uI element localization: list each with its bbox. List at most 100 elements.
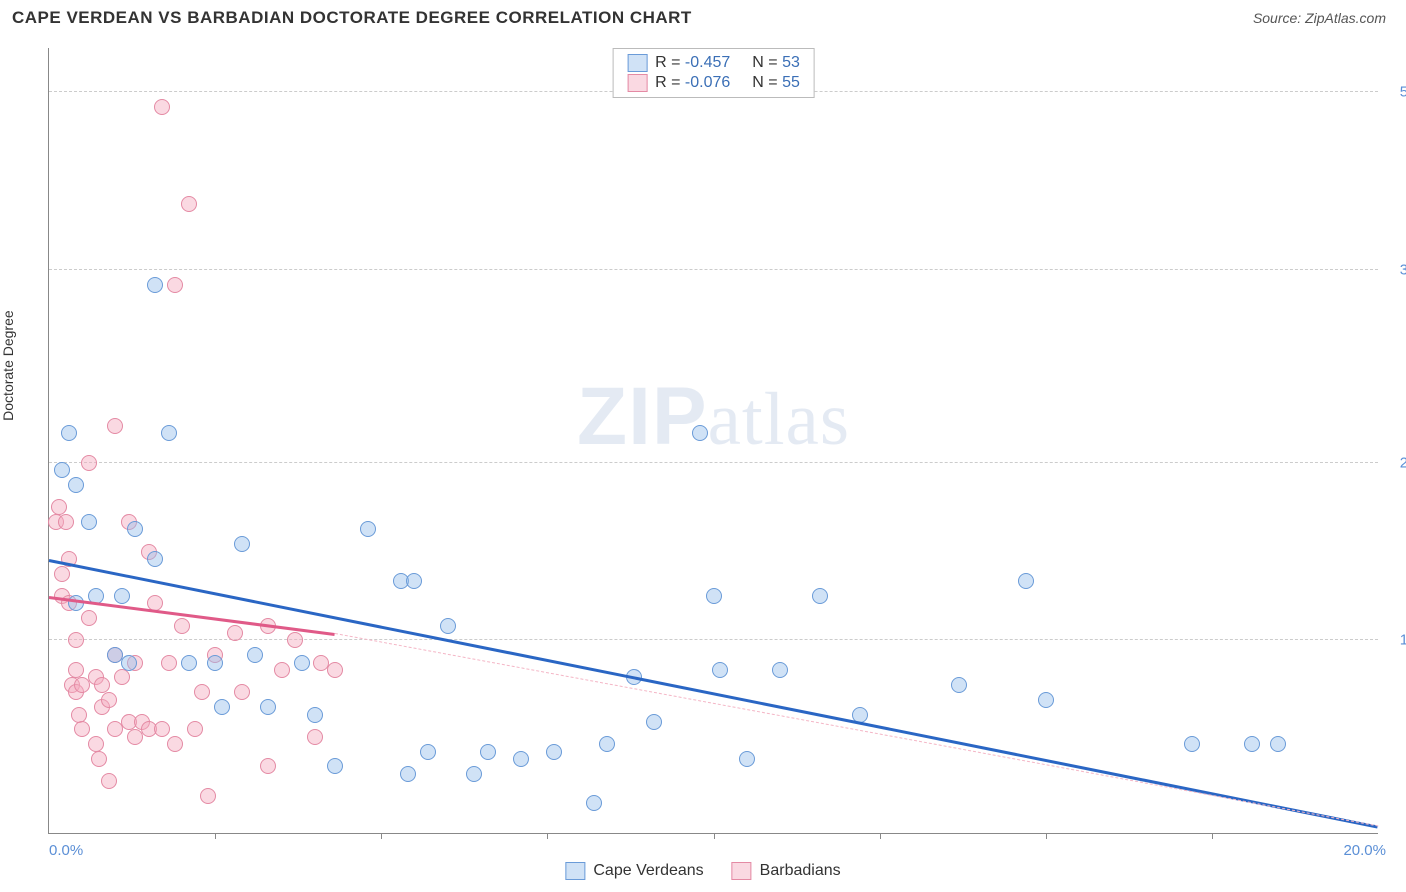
x-tick-mark	[1046, 833, 1047, 839]
chart-plot-area: ZIPatlas 5.0%3.8%2.5%1.3%0.0%20.0%R = -0…	[48, 48, 1378, 834]
trend-line-dashed	[335, 633, 1378, 827]
data-point	[227, 625, 243, 641]
data-point	[260, 758, 276, 774]
data-point	[360, 521, 376, 537]
data-point	[121, 655, 137, 671]
data-point	[71, 707, 87, 723]
data-point	[114, 669, 130, 685]
data-point	[114, 588, 130, 604]
data-point	[739, 751, 755, 767]
data-point	[81, 514, 97, 530]
data-point	[88, 736, 104, 752]
data-point	[646, 714, 662, 730]
data-point	[68, 477, 84, 493]
legend-n: N = 55	[752, 74, 800, 92]
data-point	[307, 729, 323, 745]
legend-swatch	[627, 54, 647, 72]
grid-line	[49, 462, 1378, 463]
data-point	[187, 721, 203, 737]
y-tick-label: 2.5%	[1386, 454, 1406, 471]
data-point	[147, 277, 163, 293]
data-point	[287, 632, 303, 648]
data-point	[101, 773, 117, 789]
data-point	[91, 751, 107, 767]
legend-bottom-item: Barbadians	[732, 862, 841, 880]
data-point	[54, 462, 70, 478]
data-point	[234, 684, 250, 700]
data-point	[174, 618, 190, 634]
data-point	[1244, 736, 1260, 752]
data-point	[466, 766, 482, 782]
legend-swatch	[627, 74, 647, 92]
x-min-label: 0.0%	[49, 842, 83, 859]
data-point	[127, 521, 143, 537]
x-max-label: 20.0%	[1343, 842, 1386, 859]
data-point	[207, 655, 223, 671]
data-point	[161, 655, 177, 671]
data-point	[1184, 736, 1200, 752]
legend-bottom-item: Cape Verdeans	[565, 862, 703, 880]
data-point	[68, 662, 84, 678]
legend-label: Cape Verdeans	[593, 862, 703, 880]
data-point	[480, 744, 496, 760]
data-point	[1038, 692, 1054, 708]
data-point	[194, 684, 210, 700]
data-point	[51, 499, 67, 515]
data-point	[420, 744, 436, 760]
legend-r: R = -0.076	[655, 74, 730, 92]
x-tick-mark	[547, 833, 548, 839]
legend-row: R = -0.457 N = 53	[627, 53, 800, 73]
legend-top: R = -0.457 N = 53 R = -0.076 N = 55	[612, 48, 815, 98]
data-point	[181, 196, 197, 212]
legend-swatch	[565, 862, 585, 880]
data-point	[161, 425, 177, 441]
data-point	[154, 721, 170, 737]
y-tick-label: 5.0%	[1386, 84, 1406, 101]
data-point	[586, 795, 602, 811]
data-point	[107, 418, 123, 434]
data-point	[154, 99, 170, 115]
data-point	[94, 677, 110, 693]
legend-swatch	[732, 862, 752, 880]
data-point	[247, 647, 263, 663]
data-point	[274, 662, 290, 678]
watermark: ZIPatlas	[577, 370, 850, 464]
legend-label: Barbadians	[760, 862, 841, 880]
data-point	[68, 632, 84, 648]
data-point	[147, 551, 163, 567]
data-point	[951, 677, 967, 693]
legend-n: N = 53	[752, 54, 800, 72]
legend-r: R = -0.457	[655, 54, 730, 72]
data-point	[1270, 736, 1286, 752]
data-point	[440, 618, 456, 634]
x-tick-mark	[215, 833, 216, 839]
x-tick-mark	[714, 833, 715, 839]
data-point	[81, 455, 97, 471]
data-point	[260, 699, 276, 715]
data-point	[406, 573, 422, 589]
data-point	[167, 277, 183, 293]
data-point	[200, 788, 216, 804]
legend-bottom: Cape Verdeans Barbadians	[565, 862, 840, 880]
data-point	[599, 736, 615, 752]
data-point	[692, 425, 708, 441]
data-point	[546, 744, 562, 760]
grid-line	[49, 269, 1378, 270]
chart-title: CAPE VERDEAN VS BARBADIAN DOCTORATE DEGR…	[12, 8, 692, 28]
data-point	[58, 514, 74, 530]
data-point	[812, 588, 828, 604]
data-point	[214, 699, 230, 715]
x-tick-mark	[880, 833, 881, 839]
y-tick-label: 1.3%	[1386, 632, 1406, 649]
data-point	[513, 751, 529, 767]
data-point	[101, 692, 117, 708]
data-point	[167, 736, 183, 752]
data-point	[181, 655, 197, 671]
data-point	[234, 536, 250, 552]
data-point	[712, 662, 728, 678]
data-point	[400, 766, 416, 782]
grid-line	[49, 639, 1378, 640]
data-point	[54, 566, 70, 582]
data-point	[74, 721, 90, 737]
data-point	[294, 655, 310, 671]
